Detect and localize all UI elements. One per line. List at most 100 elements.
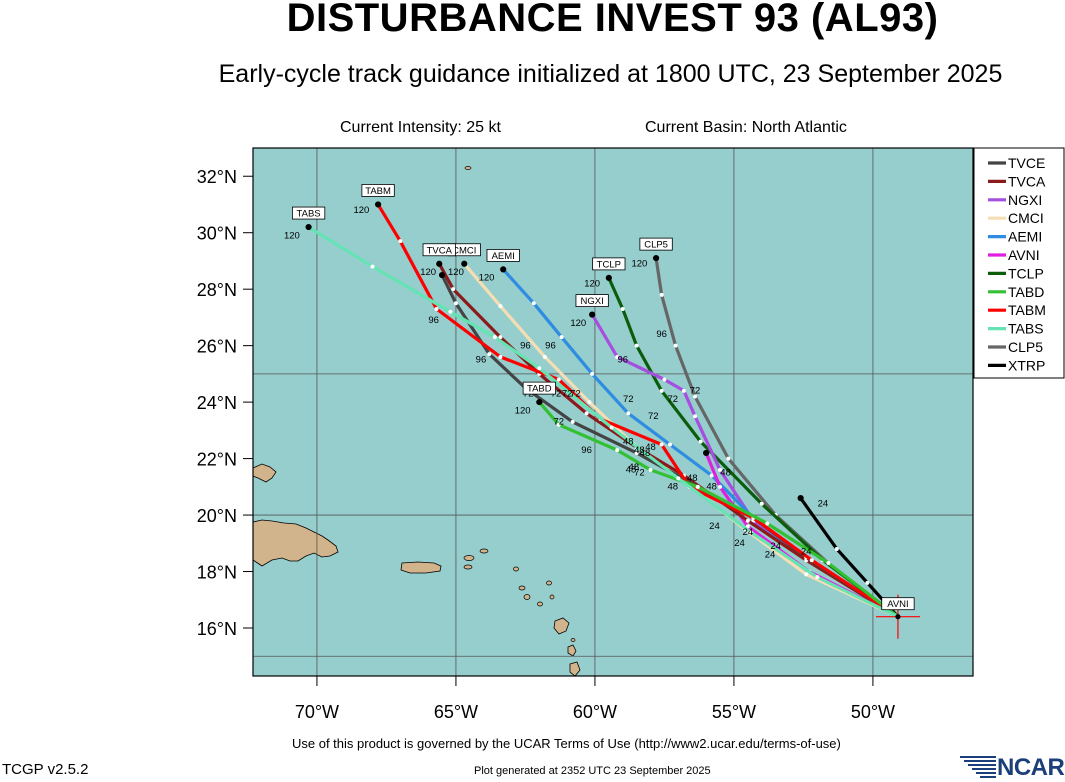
hour-label: 24 <box>801 547 812 558</box>
hour-label: 72 <box>562 388 573 399</box>
legend-label: XTRP <box>1008 357 1045 373</box>
track-point <box>797 495 804 502</box>
hour-label: 72 <box>634 468 645 479</box>
current-position-dot <box>895 614 901 620</box>
track-point <box>695 484 700 489</box>
hour-label: 96 <box>581 445 592 456</box>
lon-tick-label: 70°W <box>295 702 339 722</box>
guadeloupe-island <box>553 617 570 635</box>
track-point <box>605 274 612 281</box>
legend-label: TABM <box>1008 302 1046 318</box>
track-point <box>536 399 543 406</box>
hour-label: 96 <box>428 315 439 326</box>
hour-label: 96 <box>617 355 628 366</box>
track-point <box>570 419 575 424</box>
track-point <box>436 260 443 267</box>
current-basin: Current Basin: North Atlantic <box>645 119 847 136</box>
track-point <box>590 371 595 376</box>
model-end-label-box <box>639 237 673 251</box>
legend-label: TCLP <box>1008 265 1044 281</box>
legend-label: TABD <box>1008 284 1044 300</box>
track-point <box>461 260 468 267</box>
lon-tick-label: 50°W <box>851 702 895 722</box>
track-point <box>542 354 547 359</box>
hour-label: 24 <box>765 549 776 560</box>
hour-labels: 2496120CLP572120TCLP9672120NGXI724896120… <box>284 184 828 560</box>
track-point <box>652 255 660 262</box>
track-point <box>498 304 503 309</box>
model-end-label: TABM <box>365 186 391 197</box>
page-subtitle: Early-cycle track guidance initialized a… <box>218 60 1003 88</box>
axis-ticks: 70°W 65°W 60°W 55°W 50°W 32°N 30°N 28°N 26°N 24°N… <box>197 167 895 722</box>
hour-label: 48 <box>706 482 717 493</box>
track-point <box>587 400 592 405</box>
model-end-label-box <box>486 249 520 262</box>
model-end-label: NGXI <box>581 296 604 307</box>
track-point <box>662 377 667 382</box>
model-end-label: TABS <box>297 209 321 220</box>
track-point <box>498 335 503 340</box>
hour-label: 24 <box>818 499 829 510</box>
lat-tick-label: 18°N <box>197 563 237 583</box>
track-line-tabs <box>307 225 900 619</box>
hour-label: 72 <box>554 417 565 428</box>
track-point <box>673 343 678 348</box>
track-point <box>809 558 814 563</box>
hour-label: 72 <box>551 388 562 399</box>
hour-label: 48 <box>634 445 645 456</box>
lat-tick-label: 32°N <box>197 167 237 187</box>
track-point <box>500 266 507 273</box>
track-point <box>556 377 561 382</box>
version-label: TCGP v2.5.2 <box>2 761 89 778</box>
page-title: DISTURBANCE INVEST 93 (AL93) <box>286 0 939 40</box>
hispaniola-island <box>253 519 339 567</box>
land-layer <box>253 166 581 676</box>
map-frame <box>252 147 974 677</box>
track-point <box>676 476 681 481</box>
hour-label: 48 <box>640 448 651 459</box>
track-point <box>556 422 561 427</box>
legend: TVCE TVCA NGXI CMCI AEMI AVNI TCLP TABD TABM TABS… <box>973 147 1065 379</box>
hour-label: 72 <box>623 394 634 405</box>
current-position-label-box <box>881 597 915 611</box>
track-point <box>398 239 403 244</box>
terms-of-use[interactable]: Use of this product is governed by the U… <box>292 736 841 751</box>
model-end-label-box <box>522 381 556 395</box>
legend-label: CLP5 <box>1008 339 1043 355</box>
model-end-label-box <box>291 206 326 220</box>
current-intensity: Current Intensity: 25 kt <box>340 119 501 136</box>
model-end-label: TABD <box>527 384 552 395</box>
lon-tick-label: 55°W <box>712 702 756 722</box>
hour-label: 96 <box>545 340 556 351</box>
track-point <box>718 484 723 489</box>
track-point <box>759 501 764 506</box>
hour-label: 120 <box>420 267 436 278</box>
lat-tick-label: 24°N <box>197 393 237 413</box>
track-point <box>626 411 631 416</box>
model-end-label: AEMI <box>492 251 515 262</box>
hour-label: 120 <box>353 205 369 216</box>
model-end-label-box <box>361 184 395 197</box>
hour-label: 120 <box>584 278 600 289</box>
lat-tick-label: 28°N <box>197 280 237 300</box>
hour-label: 96 <box>520 340 531 351</box>
track-point <box>726 456 731 461</box>
track-point <box>305 223 312 231</box>
track-point <box>438 271 446 279</box>
track-point <box>453 301 458 306</box>
hour-label: 96 <box>656 329 667 340</box>
hour-label: 48 <box>626 465 637 476</box>
track-point <box>659 442 664 447</box>
ncar-logo-text: NCAR <box>997 754 1065 781</box>
track-point <box>615 354 620 359</box>
current-position-label: AVNI <box>887 599 908 610</box>
track-lines <box>305 201 900 619</box>
hour-label: 72 <box>690 386 701 397</box>
lat-tick-label: 22°N <box>197 450 237 470</box>
model-end-label-box <box>575 294 609 307</box>
hour-label: 120 <box>570 318 586 329</box>
track-line-tvca <box>437 262 900 619</box>
model-end-label: TCLP <box>597 259 621 270</box>
puerto-rico-island <box>400 561 442 574</box>
hour-label: 48 <box>645 442 656 453</box>
